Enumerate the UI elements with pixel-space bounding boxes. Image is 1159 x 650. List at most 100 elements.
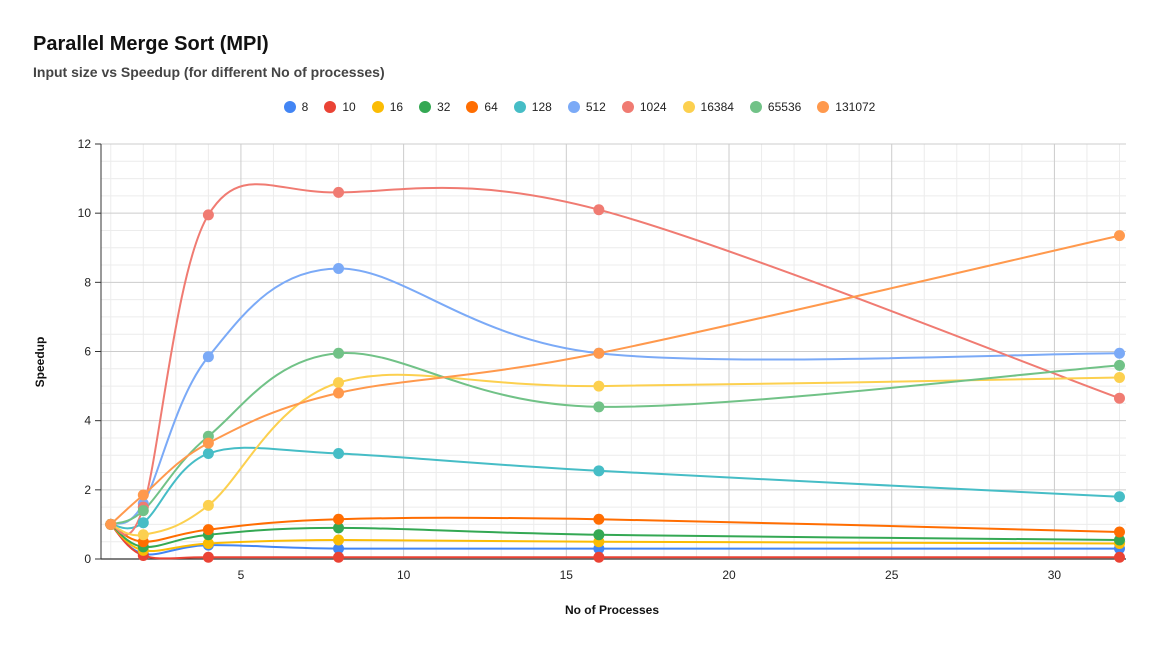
legend-item-512[interactable]: 512 xyxy=(567,100,606,114)
data-point-128[interactable] xyxy=(202,448,214,460)
series-line-16384 xyxy=(110,373,1120,537)
x-tick-label: 20 xyxy=(722,568,736,582)
legend-item-64[interactable]: 64 xyxy=(466,100,498,114)
legend-label: 64 xyxy=(484,100,498,114)
legend-item-131072[interactable]: 131072 xyxy=(817,100,875,114)
legend-label: 32 xyxy=(437,100,451,114)
data-point-64[interactable] xyxy=(202,524,214,536)
data-point-65536[interactable] xyxy=(1113,359,1125,371)
data-point-32[interactable] xyxy=(333,522,345,534)
series-line-131072 xyxy=(110,234,1120,526)
series-line-32 xyxy=(110,523,1120,549)
chart-subtitle: Input size vs Speedup (for different No … xyxy=(33,64,385,80)
y-tick-label: 8 xyxy=(84,275,91,289)
data-point-10[interactable] xyxy=(202,551,214,563)
legend-swatch xyxy=(817,101,830,113)
data-point-128[interactable] xyxy=(333,448,345,460)
data-point-32[interactable] xyxy=(1113,534,1125,546)
data-point-128[interactable] xyxy=(593,465,605,477)
legend-swatch xyxy=(567,101,580,113)
legend-item-128[interactable]: 128 xyxy=(513,100,552,114)
series-line-8 xyxy=(110,523,1120,556)
series-points xyxy=(105,186,1125,563)
data-point-10[interactable] xyxy=(333,551,345,563)
series-line-16 xyxy=(110,523,1120,553)
legend-label: 512 xyxy=(585,100,606,114)
legend-item-16384[interactable]: 16384 xyxy=(682,100,734,114)
data-point-16384[interactable] xyxy=(202,499,214,511)
legend-item-32[interactable]: 32 xyxy=(419,100,450,114)
data-point-1024[interactable] xyxy=(1113,392,1125,404)
legend-label: 10 xyxy=(342,100,356,114)
x-tick-label: 30 xyxy=(1048,568,1062,582)
legend-swatch xyxy=(749,101,762,113)
legend-item-16[interactable]: 16 xyxy=(371,100,404,114)
chart-legend: 8 10 16 32 64 128 512 1024 16384 65536 131072 xyxy=(0,100,1159,118)
y-tick-label: 10 xyxy=(78,206,92,220)
data-point-131072[interactable] xyxy=(1113,230,1125,242)
y-tick-label: 0 xyxy=(84,552,91,566)
series-line-128 xyxy=(110,446,1120,530)
y-tick-label: 12 xyxy=(78,137,92,151)
series-line-512 xyxy=(110,267,1120,526)
data-point-131072[interactable] xyxy=(105,518,117,530)
data-point-65536[interactable] xyxy=(137,505,149,517)
data-point-1024[interactable] xyxy=(593,204,605,216)
legend-item-65536[interactable]: 65536 xyxy=(749,100,802,114)
legend-label: 131072 xyxy=(835,100,876,114)
data-point-8[interactable] xyxy=(333,543,345,555)
y-tick-label: 6 xyxy=(84,345,91,359)
data-point-131072[interactable] xyxy=(137,489,149,501)
legend-item-1024[interactable]: 1024 xyxy=(621,100,667,114)
data-point-64[interactable] xyxy=(333,513,345,525)
data-point-64[interactable] xyxy=(1113,526,1125,538)
series-line-10 xyxy=(110,523,1120,560)
x-tick-label: 25 xyxy=(885,568,899,582)
data-point-16384[interactable] xyxy=(137,529,149,541)
y-axis-title: Speedup xyxy=(33,337,47,388)
legend-label: 16 xyxy=(389,100,404,114)
data-point-64[interactable] xyxy=(593,513,605,525)
data-point-512[interactable] xyxy=(333,263,345,274)
data-point-16384[interactable] xyxy=(1113,371,1125,383)
axes xyxy=(95,143,1126,560)
data-point-10[interactable] xyxy=(1113,551,1125,563)
legend-item-8[interactable]: 8 xyxy=(283,100,308,114)
legend-swatch xyxy=(466,101,479,113)
data-point-65536[interactable] xyxy=(333,347,345,359)
x-tick-label: 15 xyxy=(560,568,574,582)
legend-swatch xyxy=(621,101,634,113)
data-point-1024[interactable] xyxy=(333,186,345,198)
y-tick-label: 2 xyxy=(84,483,91,497)
legend-swatch xyxy=(419,101,432,113)
legend-label: 65536 xyxy=(767,100,802,114)
legend-swatch xyxy=(283,101,296,113)
x-axis-title: No of Processes xyxy=(565,603,659,617)
data-point-16384[interactable] xyxy=(333,377,345,389)
data-point-1024[interactable] xyxy=(202,209,214,221)
data-point-10[interactable] xyxy=(593,551,605,563)
data-point-131072[interactable] xyxy=(202,437,214,449)
series-lines xyxy=(110,183,1120,560)
data-point-512[interactable] xyxy=(1113,347,1125,359)
legend-swatch xyxy=(513,101,526,113)
legend-swatch xyxy=(682,101,695,113)
data-point-131072[interactable] xyxy=(593,347,605,359)
data-point-128[interactable] xyxy=(1113,491,1125,503)
series-line-1024 xyxy=(110,183,1120,536)
data-point-16384[interactable] xyxy=(593,380,605,392)
data-point-16[interactable] xyxy=(202,537,214,549)
x-tick-label: 10 xyxy=(397,568,411,582)
data-point-128[interactable] xyxy=(137,517,149,529)
legend-label: 16384 xyxy=(700,100,734,114)
major-gridlines xyxy=(101,143,1126,559)
data-point-32[interactable] xyxy=(593,529,605,541)
data-point-512[interactable] xyxy=(202,351,214,363)
data-point-131072[interactable] xyxy=(333,387,345,399)
legend-label: 1024 xyxy=(639,100,667,114)
data-point-65536[interactable] xyxy=(593,401,605,413)
legend-item-10[interactable]: 10 xyxy=(324,100,356,114)
y-tick-label: 4 xyxy=(84,414,91,428)
data-point-16[interactable] xyxy=(333,534,345,546)
